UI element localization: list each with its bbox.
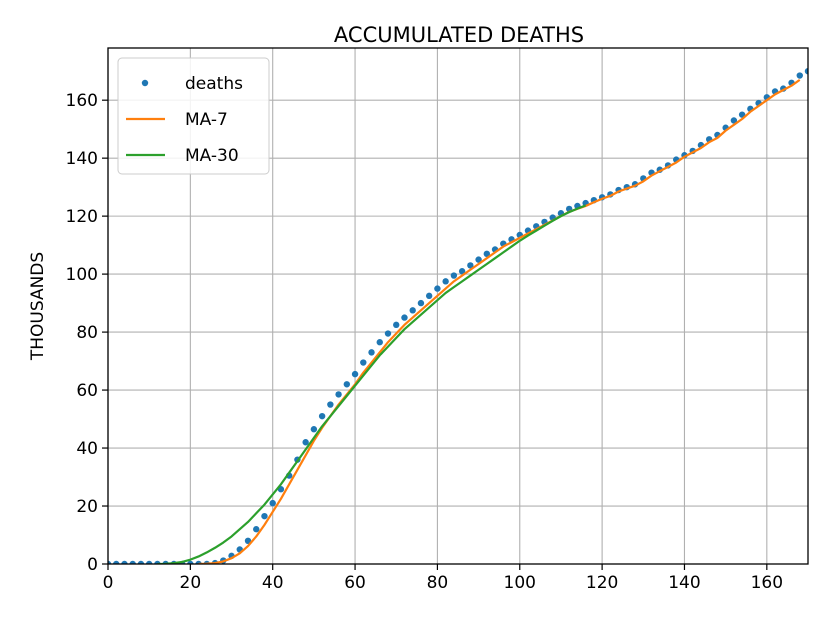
deaths-data-point <box>450 272 458 279</box>
deaths-data-point <box>269 499 276 507</box>
legend-label: MA-30 <box>185 146 239 166</box>
deaths-data-point <box>145 560 153 564</box>
deaths-data-point <box>804 67 808 75</box>
y-tick-label: 80 <box>76 323 98 343</box>
y-tick-label: 120 <box>66 207 98 227</box>
x-tick-label: 0 <box>103 573 114 593</box>
x-tick-label: 140 <box>668 573 700 593</box>
deaths-data-point <box>113 560 120 564</box>
deaths-data-point <box>401 314 408 321</box>
deaths-data-point <box>318 412 326 420</box>
x-tick-label: 120 <box>586 573 618 593</box>
deaths-data-point <box>327 401 334 408</box>
deaths-data-point <box>335 391 342 398</box>
deaths-data-point <box>108 560 112 564</box>
deaths-data-point <box>343 381 351 388</box>
y-tick-label: 160 <box>66 91 98 111</box>
plot-series <box>108 67 808 564</box>
plot-frame <box>107 47 809 565</box>
deaths-data-point <box>129 560 136 564</box>
y-tick-label: 40 <box>76 439 98 459</box>
y-tick-label: 100 <box>66 265 98 285</box>
x-tick-label: 160 <box>751 573 783 593</box>
legend: deaths MA-7 MA-30 <box>117 57 270 175</box>
x-tick-label: 100 <box>504 573 536 593</box>
deaths-data-point <box>376 339 383 346</box>
deaths-data-point <box>796 72 803 79</box>
deaths-data-point <box>417 299 425 307</box>
deaths-data-point <box>137 560 145 564</box>
deaths-data-point <box>121 560 128 564</box>
deaths-data-point <box>393 321 400 329</box>
deaths-data-point <box>442 278 449 285</box>
deaths-data-point <box>458 268 466 275</box>
deaths-data-point <box>253 526 260 533</box>
deaths-data-point <box>368 349 375 356</box>
deaths-data-point <box>467 262 474 269</box>
deaths-data-point <box>483 250 491 258</box>
x-tick-label: 60 <box>344 573 366 593</box>
deaths-data-point <box>434 285 441 292</box>
axis-ticks: 0 20 40 60 80 100 120 140 160 0 20 40 60 80 100 120 140 1… <box>66 91 784 593</box>
deaths-data-point <box>475 256 482 263</box>
deaths-data-point <box>310 426 318 433</box>
chart-title: ACCUMULATED DEATHS <box>334 23 584 47</box>
legend-marker-deaths <box>141 79 149 87</box>
ma-7-line <box>198 78 801 564</box>
deaths-data-point <box>244 537 252 545</box>
x-tick-label: 80 <box>427 573 449 593</box>
deaths-data-point <box>425 292 433 300</box>
legend-label: MA-7 <box>185 110 228 130</box>
deaths-data-point <box>351 370 359 378</box>
ma-30-line <box>157 204 587 564</box>
y-tick-label: 0 <box>87 555 98 575</box>
y-tick-label: 60 <box>76 381 98 401</box>
deaths-data-point <box>302 439 309 446</box>
deaths-data-point <box>730 117 738 124</box>
legend-label: deaths <box>185 74 243 94</box>
x-tick-label: 40 <box>262 573 284 593</box>
y-tick-label: 20 <box>76 497 98 517</box>
deaths-data-point <box>360 359 367 366</box>
deaths-data-point <box>187 560 194 564</box>
legend-box <box>117 57 270 175</box>
y-tick-label: 140 <box>66 149 98 169</box>
deaths-data-point <box>409 307 416 314</box>
x-tick-label: 20 <box>180 573 202 593</box>
y-axis-label: THOUSANDS <box>28 252 48 361</box>
deaths-data-point <box>384 330 392 337</box>
deaths-data-point <box>261 512 268 520</box>
